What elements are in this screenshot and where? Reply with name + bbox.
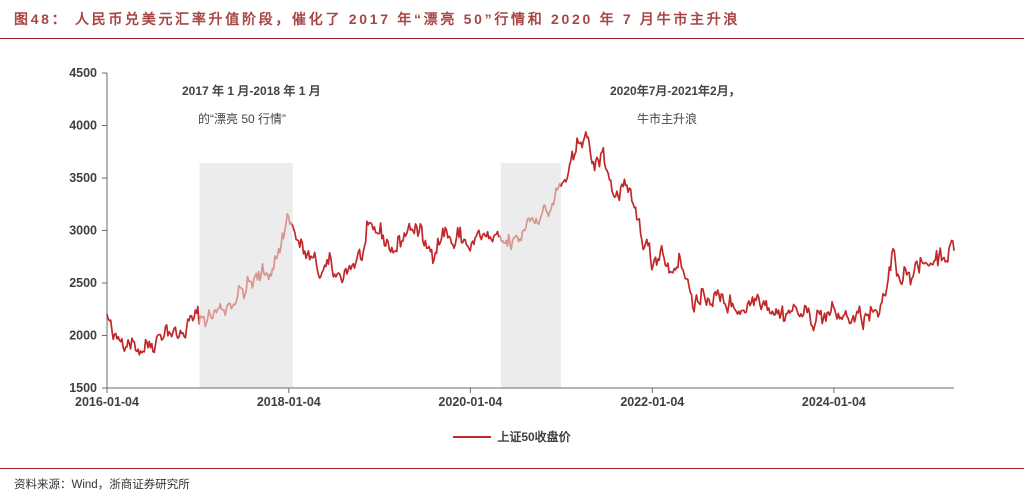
svg-text:2020-01-04: 2020-01-04 bbox=[438, 395, 502, 409]
svg-text:2024-01-04: 2024-01-04 bbox=[802, 395, 866, 409]
svg-text:2018-01-04: 2018-01-04 bbox=[257, 395, 321, 409]
svg-text:3000: 3000 bbox=[69, 224, 97, 238]
svg-text:3500: 3500 bbox=[69, 171, 97, 185]
svg-text:2500: 2500 bbox=[69, 276, 97, 290]
svg-text:2000: 2000 bbox=[69, 329, 97, 343]
svg-text:2022-01-04: 2022-01-04 bbox=[620, 395, 684, 409]
svg-text:1500: 1500 bbox=[69, 381, 97, 395]
svg-text:4000: 4000 bbox=[69, 119, 97, 133]
svg-text:2016-01-04: 2016-01-04 bbox=[75, 395, 139, 409]
svg-text:4500: 4500 bbox=[69, 66, 97, 80]
